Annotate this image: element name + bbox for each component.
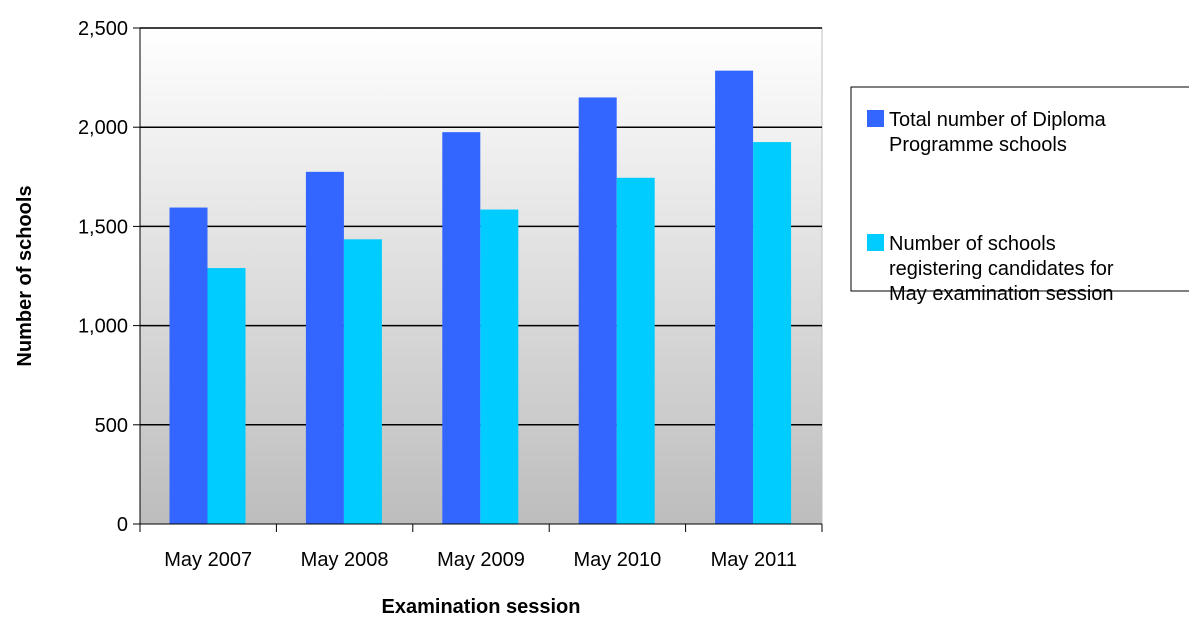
y-tick-label: 1,500 [78,216,128,238]
x-tick-label: May 2008 [301,549,389,571]
legend-label-1: Programme schools [889,134,1067,156]
bar-2-may-2007 [207,268,246,524]
y-tick-label: 2,000 [78,117,128,139]
bar-1-may-2011 [715,70,754,524]
bar-1-may-2007 [169,207,208,524]
bar-2-may-2011 [753,142,792,524]
legend-swatch-2 [867,234,884,251]
legend-swatch-1 [867,110,884,127]
x-tick-label: May 2010 [573,549,661,571]
x-tick-label: May 2007 [164,549,252,571]
axes [133,27,823,532]
bar-2-may-2008 [343,239,382,524]
legend-label-2: Number of schools [889,233,1056,255]
x-tick-label: May 2009 [437,549,525,571]
legend: Total number of Diploma Programme schools… [850,86,1189,305]
legend-label-2: May examination session [889,283,1114,305]
bar-1-may-2010 [578,97,617,524]
bar-2-may-2009 [480,209,519,524]
x-axis-title: Examination session [382,596,581,618]
y-tick-label: 0 [117,514,128,536]
bar-1-may-2009 [442,132,481,524]
y-axis-title: Number of schools [14,185,36,366]
legend-box [850,86,1189,292]
bar-2-may-2010 [616,177,655,525]
tick-labels: 0 500 1,000 1,500 2,000 2,500 May 2007 May 2008… [78,18,797,571]
bars [169,70,792,525]
legend-label-1: Total number of Diploma [889,109,1107,131]
x-tick-label: May 2011 [711,549,797,571]
y-tick-label: 2,500 [78,18,128,40]
legend-label-2: registering candidates for [889,258,1114,280]
bar-1-may-2008 [305,171,344,524]
y-tick-label: 1,000 [78,316,128,338]
y-tick-label: 500 [95,415,128,437]
